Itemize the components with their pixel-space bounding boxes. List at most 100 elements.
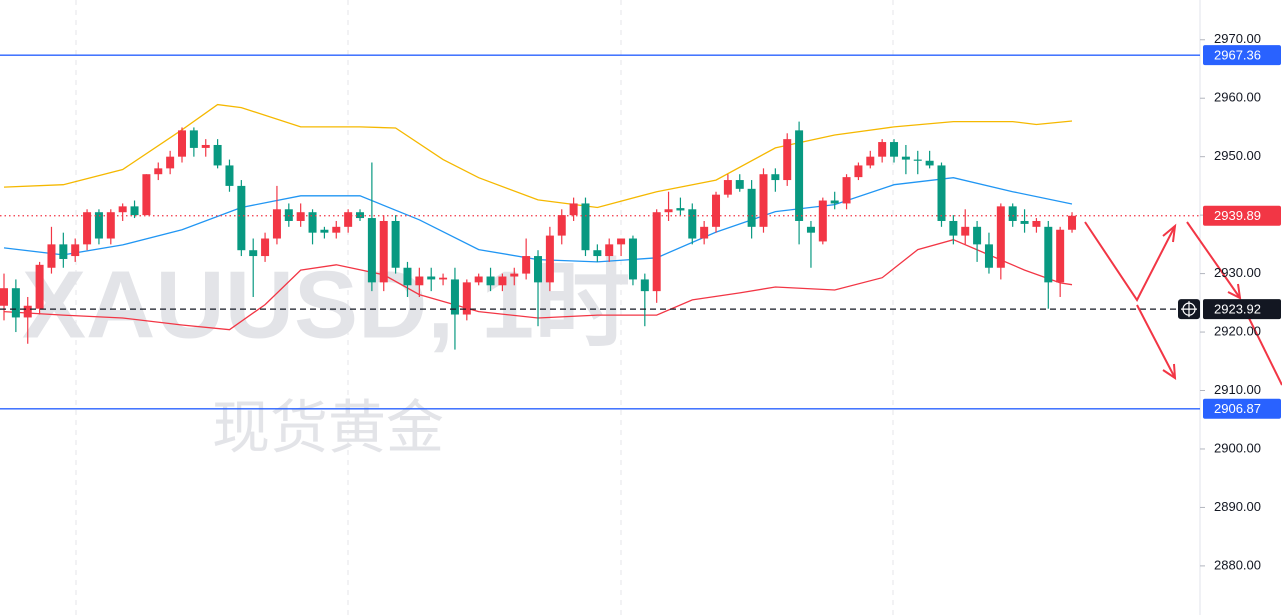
candle-body <box>640 279 649 292</box>
crosshair-icon <box>1178 299 1200 320</box>
y-tick-label: 2880.00 <box>1214 557 1261 572</box>
level-label: 2906.87 <box>1214 401 1261 416</box>
candle-body <box>450 279 459 315</box>
candle-body <box>617 238 626 245</box>
arrowhead <box>1227 283 1242 300</box>
candle-body <box>783 139 792 181</box>
candle-body <box>35 264 44 309</box>
candle-body <box>747 188 756 227</box>
candle-body <box>961 226 970 236</box>
candle-body <box>534 256 543 283</box>
candle-body <box>391 220 400 268</box>
candle-body <box>510 273 519 277</box>
candle-body <box>688 209 697 239</box>
candle-body <box>878 142 887 157</box>
candle-body <box>237 185 246 251</box>
candle-body <box>712 194 721 227</box>
candle-body <box>652 212 661 292</box>
candle-body <box>676 208 685 211</box>
y-tick-label: 2910.00 <box>1214 382 1261 397</box>
candle-body <box>118 206 127 213</box>
candle-body <box>474 276 483 283</box>
candle-body <box>973 226 982 245</box>
watermark-name: 现货黄金 <box>212 395 444 460</box>
price-axis: 2880.00 2890.00 2900.00 2910.00 2920.00 2930.… <box>1178 31 1281 572</box>
candle-body <box>462 282 471 315</box>
candle-body <box>415 276 424 286</box>
candle-body <box>94 212 103 239</box>
candle-body <box>854 165 863 178</box>
candle-body <box>11 288 20 318</box>
candle-body <box>142 174 151 216</box>
y-tick-label: 2920.00 <box>1214 323 1261 338</box>
y-tick-label: 2890.00 <box>1214 499 1261 514</box>
candle-body <box>830 200 839 204</box>
candle-body <box>569 203 578 216</box>
candle-body <box>106 212 115 239</box>
candle-body <box>700 226 709 239</box>
candle-body <box>498 276 507 286</box>
level-label: 2923.92 <box>1214 302 1261 317</box>
candle-body <box>806 226 815 233</box>
candle-body <box>1032 220 1041 227</box>
y-tick-label: 2970.00 <box>1214 31 1261 46</box>
candle-body <box>545 235 554 283</box>
candle-body <box>605 244 614 257</box>
candle-body <box>83 212 92 245</box>
candle-body <box>818 200 827 242</box>
candle-body <box>344 212 353 227</box>
y-tick-label: 2930.00 <box>1214 265 1261 280</box>
candle-body <box>1008 206 1017 221</box>
arrowhead <box>1162 363 1177 380</box>
candle-body <box>47 244 56 268</box>
arrow <box>1084 221 1176 302</box>
candle-body <box>23 305 32 318</box>
candle-body <box>59 244 68 259</box>
candle-body <box>1044 226 1053 283</box>
candle-body <box>925 160 934 166</box>
candle-body <box>272 209 281 239</box>
y-tick-label: 2950.00 <box>1214 148 1261 163</box>
arrow <box>1186 221 1241 299</box>
candle-body <box>842 177 851 204</box>
candle-body <box>439 277 448 280</box>
candle-body <box>71 244 80 257</box>
candle-body <box>949 220 958 236</box>
candle-body <box>320 229 329 233</box>
arrow <box>1136 304 1176 379</box>
candle-body <box>403 267 412 286</box>
candle-body <box>723 180 732 195</box>
candle-body <box>593 250 602 257</box>
candle-body <box>367 218 376 283</box>
band-line <box>3 103 1073 209</box>
candle-body <box>557 215 566 236</box>
candle-body <box>866 156 875 166</box>
candle-body <box>201 144 210 148</box>
candle-body <box>308 212 317 233</box>
y-tick-label: 2900.00 <box>1214 440 1261 455</box>
candle-body <box>913 159 922 161</box>
crosshair-cross <box>1181 301 1197 318</box>
level-label-box <box>1203 398 1281 419</box>
candle-body <box>937 165 946 221</box>
band-line <box>3 177 1073 263</box>
candle-body <box>890 142 899 157</box>
candle-body <box>522 256 531 274</box>
candle-body <box>901 156 910 160</box>
candle-body <box>284 209 293 221</box>
candle-body <box>735 180 744 189</box>
candle-body <box>213 144 222 166</box>
candle-body <box>225 165 234 186</box>
vertical-grid <box>75 0 894 615</box>
candle-body <box>759 174 768 227</box>
candle-body <box>356 212 365 219</box>
candle-body <box>996 206 1005 268</box>
candle-body <box>166 156 175 169</box>
candle-body <box>1056 229 1065 283</box>
arrowhead <box>1162 223 1177 243</box>
candle-body <box>664 209 673 213</box>
candle-body <box>1020 220 1029 224</box>
candle-body <box>1068 215 1077 230</box>
candle-body <box>795 130 804 221</box>
